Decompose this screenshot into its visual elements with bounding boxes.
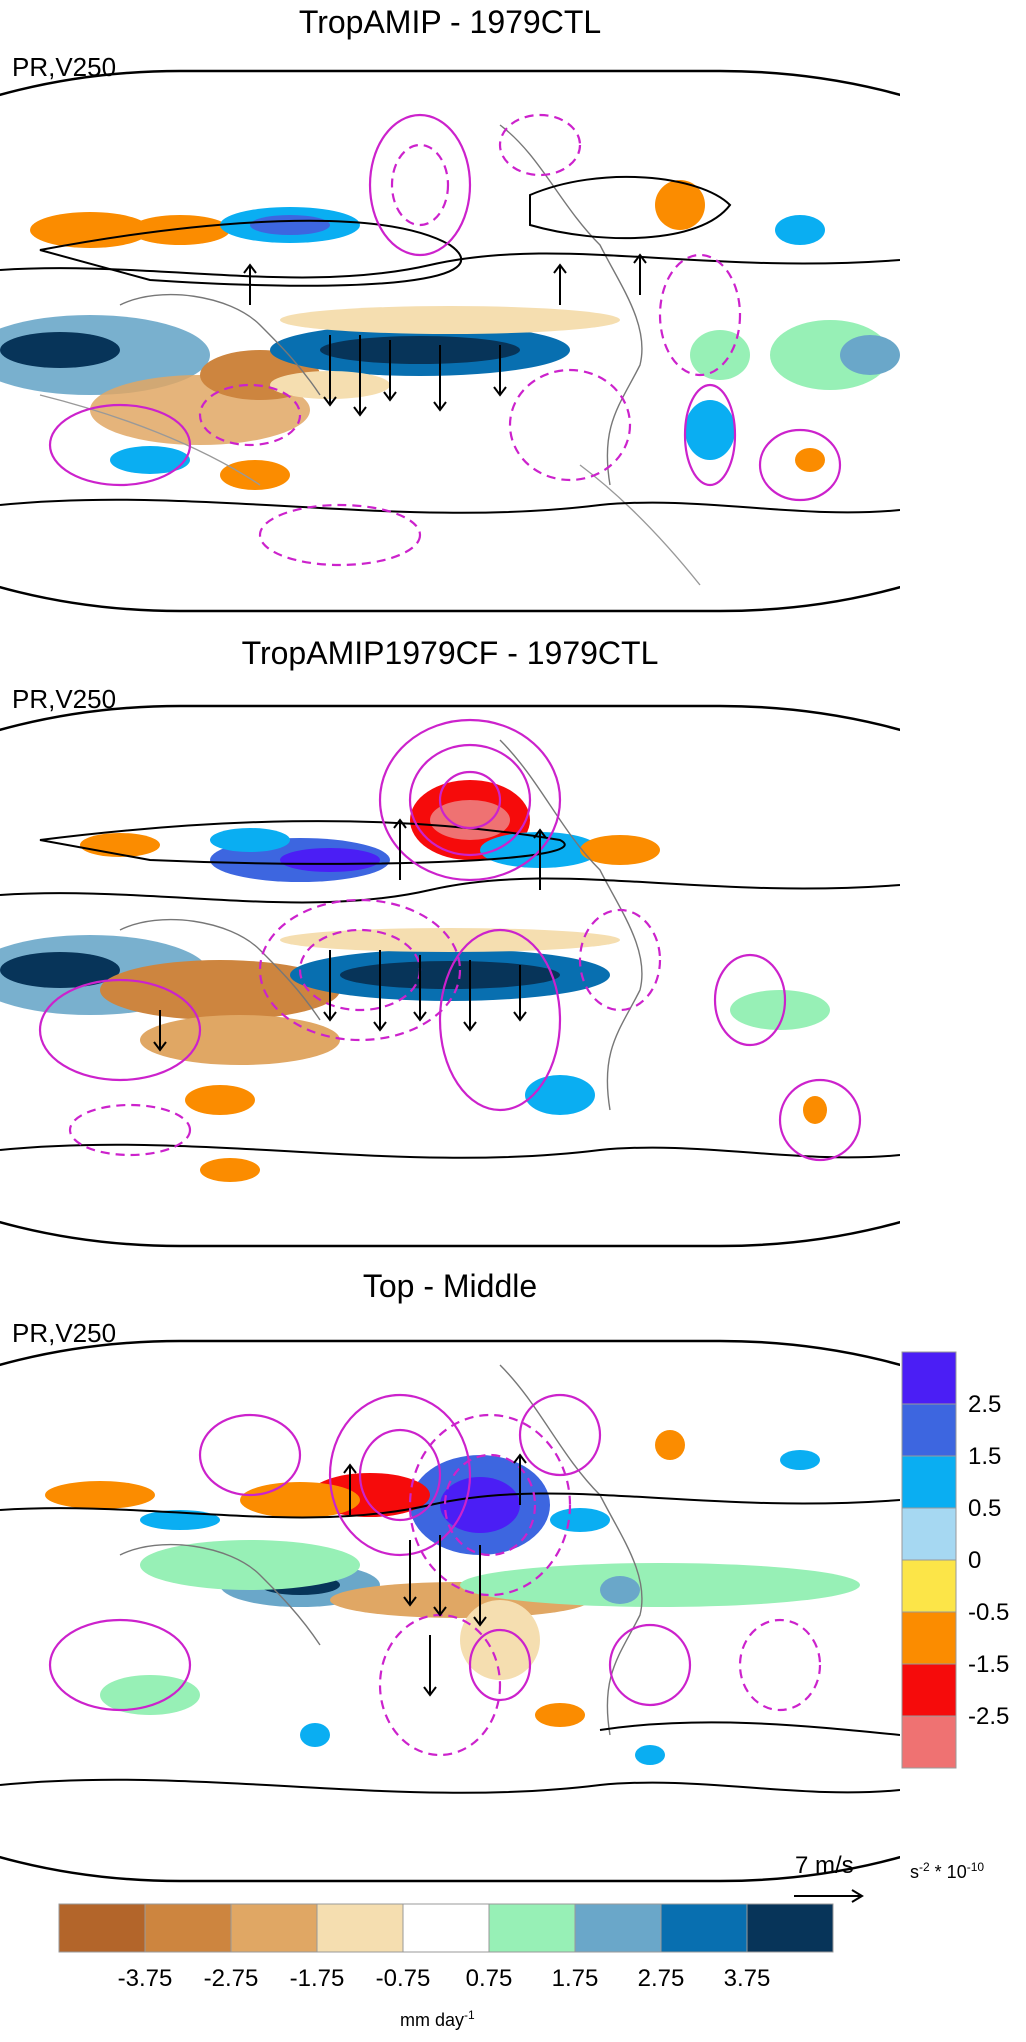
vorticity-colorbar-box <box>901 1611 957 1665</box>
vorticity-colorbar-box <box>901 1403 957 1457</box>
vorticity-colorbar-label: -1.5 <box>968 1651 1009 1678</box>
vorticity-colorbar-box <box>901 1507 957 1561</box>
vorticity-colorbar-box <box>901 1351 957 1405</box>
vorticity-colorbar-label: 2.5 <box>968 1391 1001 1418</box>
precip-colorbar-label: 0.75 <box>466 1965 513 1992</box>
vorticity-colorbar-label: -2.5 <box>968 1703 1009 1730</box>
panel-2-subtitle: PR,V250 <box>12 684 117 714</box>
precip-colorbar-labels: -3.75 -2.75 -1.75 -0.75 0.75 1.75 2.75 3.75 <box>118 1965 771 1992</box>
panel-1-title: TropAMIP - 1979CTL <box>298 4 602 40</box>
precip-colorbar: -3.75 -2.75 -1.75 -0.75 0.75 1.75 2.75 3.75 <box>58 1903 834 1992</box>
reference-vector-label: 7 m/s <box>795 1852 854 1879</box>
map-1-border <box>0 69 900 613</box>
map-1-fields <box>0 113 900 586</box>
precip-colorbar-label: 1.75 <box>552 1965 599 1992</box>
precip-colorbar-box <box>230 1903 318 1953</box>
map-3-border <box>0 1339 900 1883</box>
panel-3-title: Top - Middle <box>362 1268 538 1304</box>
precip-colorbar-label: 2.75 <box>638 1965 685 1992</box>
panel-2-title: TropAMIP1979CF - 1979CTL <box>241 635 659 671</box>
map-2-border <box>0 704 900 1248</box>
map-panel-2 <box>0 704 900 1248</box>
panel-3-subtitle: PR,V250 <box>12 1318 117 1348</box>
vorticity-colorbar-box <box>901 1715 957 1769</box>
map-1-wind-vectors <box>243 253 647 417</box>
vorticity-colorbar: 2.5 1.5 0.5 0 -0.5 -1.5 -2.5 <box>901 1351 1009 1769</box>
precip-colorbar-label: -3.75 <box>118 1965 173 1992</box>
vorticity-colorbar-label: 0 <box>968 1547 981 1574</box>
precip-colorbar-box <box>746 1903 834 1953</box>
precip-colorbar-box <box>58 1903 146 1953</box>
vorticity-colorbar-labels: 2.5 1.5 0.5 0 -0.5 -1.5 -2.5 <box>968 1391 1009 1730</box>
vorticity-unit: s-2 * 10-10 <box>910 1860 985 1882</box>
precip-colorbar-box <box>488 1903 576 1953</box>
vorticity-colorbar-label: 0.5 <box>968 1495 1001 1522</box>
precip-colorbar-box <box>574 1903 662 1953</box>
map-panel-1 <box>0 69 900 613</box>
precip-colorbar-box <box>402 1903 490 1953</box>
map-panel-3 <box>0 1339 900 1883</box>
reference-vector-arrow <box>794 1889 864 1903</box>
map-2-wind-vectors <box>153 818 547 1052</box>
precip-colorbar-box <box>316 1903 404 1953</box>
vorticity-colorbar-label: 1.5 <box>968 1443 1001 1470</box>
map-3-wind-vectors <box>343 1453 527 1697</box>
vorticity-colorbar-boxes <box>901 1351 957 1769</box>
panel-1-subtitle: PR,V250 <box>12 52 117 82</box>
precip-colorbar-label: 3.75 <box>724 1965 771 1992</box>
vorticity-colorbar-box <box>901 1455 957 1509</box>
vorticity-colorbar-box <box>901 1559 957 1613</box>
map-2-fields <box>0 718 900 1182</box>
precip-unit: mm day-1 <box>400 2008 475 2030</box>
vorticity-colorbar-box <box>901 1663 957 1717</box>
precip-colorbar-box <box>660 1903 748 1953</box>
precip-colorbar-label: -2.75 <box>204 1965 259 1992</box>
map-3-fields <box>0 1364 900 1794</box>
vorticity-colorbar-label: -0.5 <box>968 1599 1009 1626</box>
precip-colorbar-box <box>144 1903 232 1953</box>
precip-colorbar-boxes <box>58 1903 834 1953</box>
precip-colorbar-label: -1.75 <box>290 1965 345 1992</box>
precip-colorbar-label: -0.75 <box>376 1965 431 1992</box>
